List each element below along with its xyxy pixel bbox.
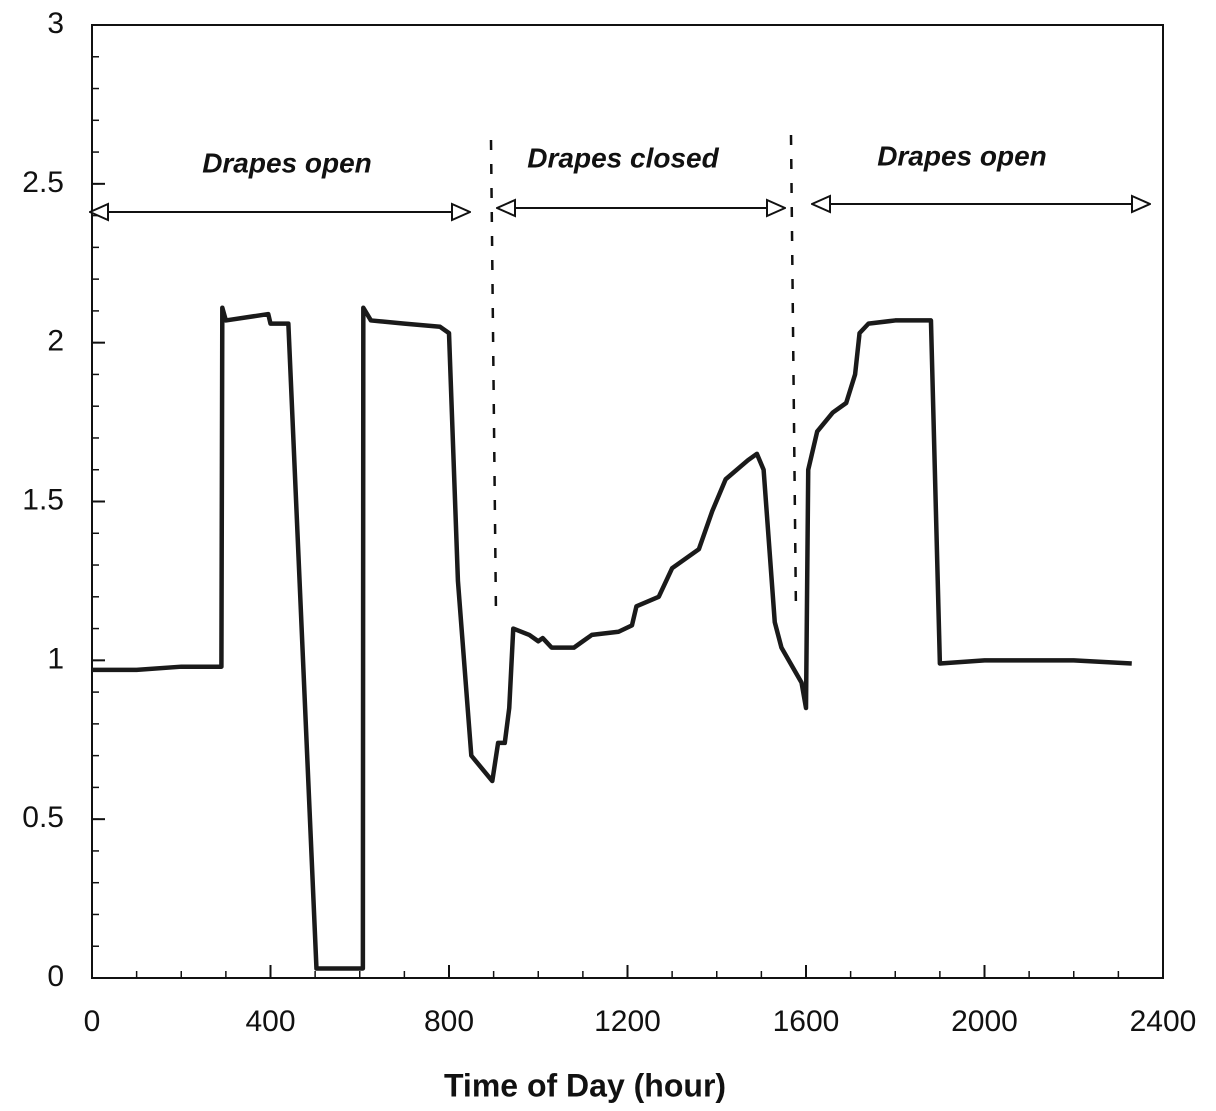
divider	[489, 139, 498, 616]
x-tick-label: 2400	[1130, 1005, 1197, 1038]
y-tick-label: 0.5	[22, 801, 64, 834]
annotation: Drapes open	[877, 140, 1047, 171]
x-tick-label: 1600	[773, 1005, 840, 1038]
y-tick-label: 1.5	[22, 483, 64, 516]
annotation: Drapes closed	[527, 142, 719, 173]
divider	[789, 134, 798, 616]
y-tick-label: 0	[47, 960, 64, 993]
annotation: Drapes open	[202, 147, 372, 178]
data-line	[92, 305, 1132, 971]
y-tick-label: 2.5	[22, 166, 64, 199]
x-tick-label: 2000	[951, 1005, 1018, 1038]
x-tick-label: 1200	[594, 1005, 661, 1038]
x-tick-label: 800	[424, 1005, 474, 1038]
y-tick-label: 1	[47, 642, 64, 675]
x-axis-label: Time of Day (hour)	[444, 1067, 726, 1103]
y-tick-label: 2	[47, 325, 64, 358]
x-tick-label: 400	[245, 1005, 295, 1038]
y-tick-label: 3	[47, 7, 64, 40]
x-tick-label: 0	[84, 1005, 101, 1038]
